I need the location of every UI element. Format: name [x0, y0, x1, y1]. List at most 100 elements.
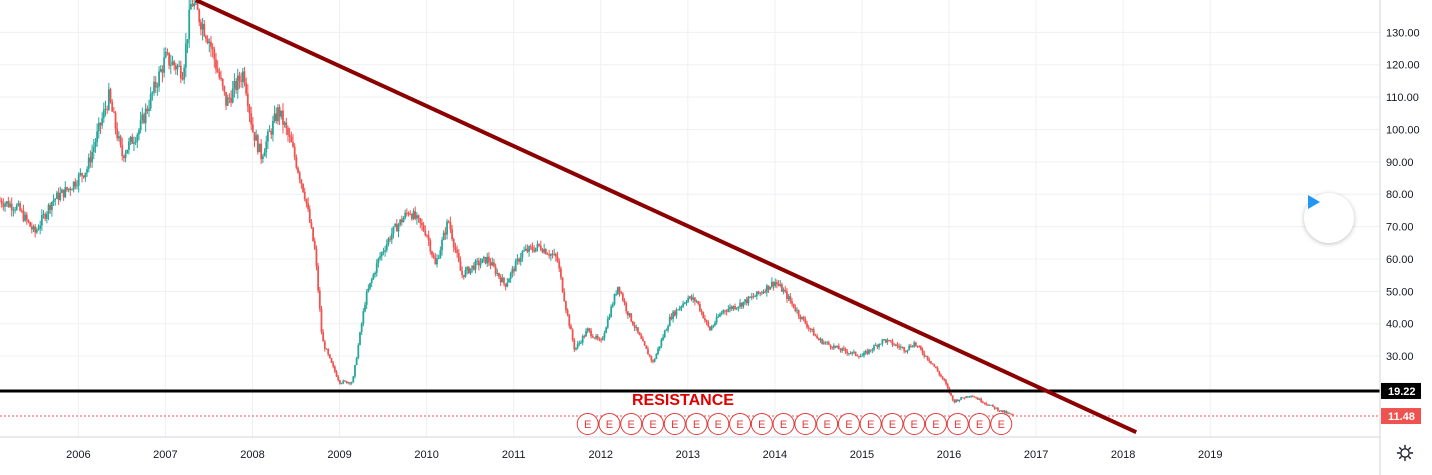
candle-body [498, 273, 500, 277]
earnings-marker[interactable]: E [663, 413, 686, 435]
candle-body [906, 349, 909, 352]
candle-body [839, 349, 842, 351]
earnings-marker[interactable]: E [816, 413, 839, 435]
candle-body [854, 351, 857, 356]
candle-body [272, 121, 274, 135]
earnings-marker[interactable]: E [794, 413, 817, 435]
candle-body [282, 110, 284, 125]
candle-body [523, 250, 525, 252]
earnings-marker[interactable]: E [707, 413, 730, 435]
candle-body [449, 221, 452, 230]
candle-body [513, 268, 515, 272]
trend-line[interactable] [195, 0, 1138, 434]
price-axis-tags: 19.22 11.48 [1381, 382, 1421, 425]
earnings-marker[interactable]: E [750, 413, 773, 435]
earnings-marker-circle [794, 413, 817, 435]
candle-body [20, 210, 23, 212]
x-tick-label: 2019 [1198, 449, 1222, 461]
earnings-marker[interactable]: E [968, 413, 991, 435]
candle-body [436, 258, 438, 265]
earnings-marker[interactable]: E [990, 413, 1013, 435]
candle-body [632, 321, 634, 326]
candle-body [775, 282, 778, 284]
candle-body [923, 353, 926, 357]
last-price-tag-text: 11.48 [1388, 411, 1415, 423]
earnings-marker[interactable]: E [729, 413, 752, 435]
candle-body [853, 351, 855, 353]
candle-body [866, 351, 869, 354]
x-tick-label: 2006 [66, 449, 90, 461]
candle-body [516, 258, 519, 261]
earnings-marker[interactable]: E [903, 413, 926, 435]
earnings-marker[interactable]: E [837, 413, 860, 435]
candle-body [541, 249, 544, 253]
earnings-marker[interactable]: E [946, 413, 969, 435]
candle-body [1007, 412, 1009, 414]
candle-body [802, 316, 805, 320]
candle-body [382, 251, 385, 253]
earnings-marker[interactable]: E [620, 413, 643, 435]
chart-settings-button[interactable] [1396, 444, 1418, 466]
candle-body [548, 254, 551, 256]
candle-body [710, 327, 713, 331]
candle-body [921, 349, 924, 354]
y-tick-label: 120.00 [1386, 60, 1420, 72]
candle-body [126, 149, 129, 154]
candle-body [682, 303, 685, 307]
earnings-marker[interactable]: E [881, 413, 904, 435]
earnings-marker[interactable]: E [859, 413, 882, 435]
candle-body [45, 213, 48, 219]
candle-body [893, 344, 896, 346]
candle-body [709, 326, 711, 331]
candle-body [188, 9, 191, 40]
candle-body [551, 254, 554, 255]
x-tick-label: 2010 [414, 449, 438, 461]
candle-body [52, 200, 55, 202]
candle-body [499, 276, 502, 283]
candle-body [690, 296, 693, 300]
candle-body [143, 114, 145, 123]
candle-body [821, 339, 824, 344]
plot-area[interactable] [0, 0, 1380, 437]
candle-body [976, 398, 979, 400]
candle-body [109, 89, 112, 102]
earnings-marker[interactable]: E [924, 413, 947, 435]
candle-body [760, 292, 763, 294]
candle-body [598, 338, 601, 340]
time-axis[interactable]: 2006 2007 2008 2009 2010 2011 2012 2013 2014 2015… [0, 449, 1222, 461]
earnings-marker[interactable]: E [641, 413, 664, 435]
candle-body [385, 243, 388, 251]
earnings-marker[interactable]: E [685, 413, 708, 435]
candle-body [715, 316, 718, 323]
price-axis[interactable]: 30.00 40.00 50.00 60.00 70.00 80.00 90.00 100.0… [1386, 27, 1420, 363]
candle-body [770, 281, 773, 287]
candle-body [325, 348, 328, 350]
candle-body [849, 353, 852, 354]
candle-body [563, 291, 566, 302]
candle-body [610, 306, 613, 317]
candle-body [47, 204, 50, 214]
earnings-marker[interactable]: E [772, 413, 795, 435]
candle-body [44, 214, 47, 219]
candle-body [779, 284, 782, 286]
candle-body [621, 293, 624, 301]
candle-body [814, 335, 817, 337]
candle-body [588, 328, 591, 331]
candle-body [777, 283, 780, 286]
candle-body [447, 221, 450, 223]
candle-body [260, 143, 263, 160]
earnings-marker[interactable]: E [576, 413, 599, 435]
candle-body [402, 217, 405, 223]
earnings-marker[interactable]: E [598, 413, 621, 435]
candle-body [486, 256, 489, 264]
candle-body [355, 357, 358, 366]
candle-body [228, 97, 231, 99]
candle-body [128, 141, 130, 150]
candle-body [153, 81, 155, 93]
replay-play-button[interactable] [1304, 193, 1354, 243]
candle-body [15, 205, 18, 210]
candle-body [471, 265, 474, 269]
